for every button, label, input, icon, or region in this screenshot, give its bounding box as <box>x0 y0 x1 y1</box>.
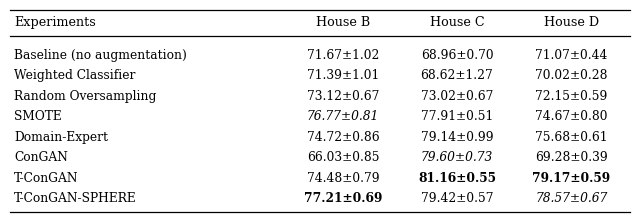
Text: 81.16±0.55: 81.16±0.55 <box>418 172 496 185</box>
Text: 70.02±0.28: 70.02±0.28 <box>535 69 608 82</box>
Text: House D: House D <box>544 16 599 29</box>
Text: 77.21±0.69: 77.21±0.69 <box>304 192 382 205</box>
Text: 76.77±0.81: 76.77±0.81 <box>307 110 379 123</box>
Text: SMOTE: SMOTE <box>14 110 62 123</box>
Text: 78.57±0.67: 78.57±0.67 <box>536 192 607 205</box>
Text: ConGAN: ConGAN <box>14 151 68 164</box>
Text: 73.12±0.67: 73.12±0.67 <box>307 90 380 103</box>
Text: Experiments: Experiments <box>14 16 96 29</box>
Text: 68.62±1.27: 68.62±1.27 <box>420 69 493 82</box>
Text: 79.60±0.73: 79.60±0.73 <box>421 151 493 164</box>
Text: 79.17±0.59: 79.17±0.59 <box>532 172 611 185</box>
Text: 72.15±0.59: 72.15±0.59 <box>535 90 608 103</box>
Text: 74.48±0.79: 74.48±0.79 <box>307 172 380 185</box>
Text: 71.67±1.02: 71.67±1.02 <box>307 49 380 62</box>
Text: Random Oversampling: Random Oversampling <box>14 90 156 103</box>
Text: 77.91±0.51: 77.91±0.51 <box>421 110 493 123</box>
Text: 69.28±0.39: 69.28±0.39 <box>535 151 608 164</box>
Text: 74.72±0.86: 74.72±0.86 <box>307 131 380 144</box>
Text: Weighted Classifier: Weighted Classifier <box>14 69 136 82</box>
Text: 68.96±0.70: 68.96±0.70 <box>420 49 493 62</box>
Text: 79.42±0.57: 79.42±0.57 <box>420 192 493 205</box>
Text: 73.02±0.67: 73.02±0.67 <box>420 90 493 103</box>
Text: 75.68±0.61: 75.68±0.61 <box>535 131 608 144</box>
Text: T-ConGAN-SPHERE: T-ConGAN-SPHERE <box>14 192 137 205</box>
Text: Baseline (no augmentation): Baseline (no augmentation) <box>14 49 187 62</box>
Text: 71.39±1.01: 71.39±1.01 <box>307 69 379 82</box>
Text: Domain-Expert: Domain-Expert <box>14 131 108 144</box>
Text: 66.03±0.85: 66.03±0.85 <box>307 151 380 164</box>
Text: 79.14±0.99: 79.14±0.99 <box>420 131 493 144</box>
Text: 74.67±0.80: 74.67±0.80 <box>535 110 608 123</box>
Text: House C: House C <box>429 16 484 29</box>
Text: 71.07±0.44: 71.07±0.44 <box>535 49 608 62</box>
Text: House B: House B <box>316 16 370 29</box>
Text: T-ConGAN: T-ConGAN <box>14 172 79 185</box>
